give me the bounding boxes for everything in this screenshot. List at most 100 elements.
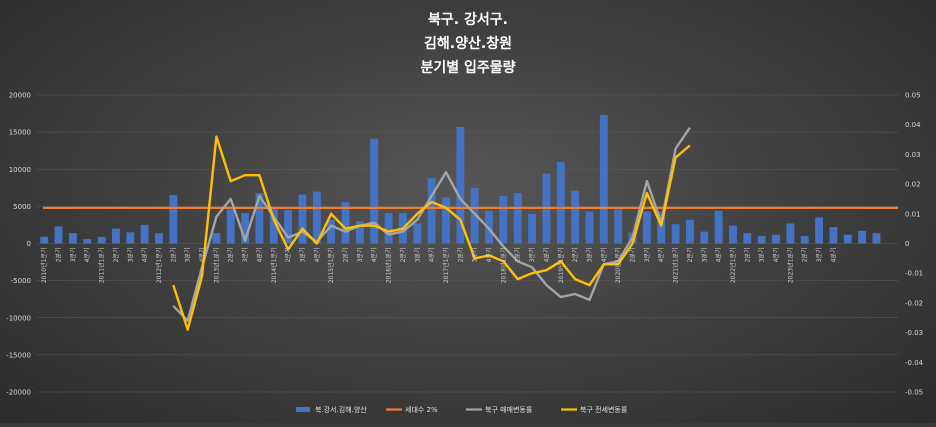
y-right-tick-label: 0	[905, 240, 909, 248]
x-tick-label: 2010년1분기	[40, 248, 48, 284]
x-tick-label: 2023년1분기	[786, 248, 794, 284]
bar	[212, 233, 221, 244]
y-right-tick-label: -0.05	[905, 389, 923, 397]
x-tick-label: 2분기	[227, 248, 235, 263]
bar	[729, 225, 737, 244]
x-tick-label: 2분기	[743, 248, 751, 263]
bar	[97, 236, 106, 244]
bar	[83, 239, 92, 244]
bar	[126, 232, 135, 244]
bar	[499, 195, 508, 244]
x-tick-label: 3분기	[413, 248, 421, 263]
y-axis-right: 0.05 0.04 0.03 0.02 0.01 0 -0.01 -0.02 -0.03 -0.0…	[905, 92, 924, 397]
chart-title-line: 김해.양산.창원	[424, 35, 512, 52]
x-tick-label: 3분기	[585, 248, 593, 263]
bar	[341, 201, 350, 244]
bar-series	[40, 115, 881, 244]
y-right-tick-label: -0.04	[905, 359, 924, 367]
bar	[815, 217, 824, 244]
x-tick-label: 2022년1분기	[729, 248, 737, 284]
bar	[786, 223, 795, 244]
x-tick-label: 4분기	[772, 248, 780, 263]
bar	[241, 213, 250, 244]
bar	[312, 191, 321, 244]
bar	[843, 234, 852, 244]
x-tick-label: 4분기	[542, 248, 550, 263]
y-right-tick-label: 0.04	[905, 121, 921, 129]
bar	[456, 126, 465, 244]
bar	[657, 211, 666, 244]
bar	[226, 209, 235, 244]
y-right-tick-label: 0.03	[905, 151, 921, 159]
y-left-tick-label: -20000	[6, 389, 31, 397]
y-left-tick-label: 5000	[13, 203, 31, 211]
x-tick-label: 3분기	[815, 248, 823, 263]
bar	[40, 236, 49, 244]
x-tick-label: 3분기	[700, 248, 708, 263]
x-tick-label: 2분기	[571, 248, 579, 263]
x-tick-label: 2분기	[284, 248, 292, 263]
bar	[571, 190, 580, 244]
x-tick-label: 2021년1분기	[672, 248, 680, 284]
x-tick-label: 3분기	[298, 248, 306, 263]
bar	[513, 193, 522, 244]
y-left-tick-label: -15000	[6, 351, 31, 359]
x-tick-label: 4분기	[829, 248, 837, 263]
x-tick-label: 3분기	[241, 248, 249, 263]
bar	[111, 228, 120, 244]
bar	[757, 236, 766, 244]
x-tick-label: 4분기	[370, 248, 378, 263]
bar	[413, 223, 422, 244]
y-left-tick-label: 20000	[9, 92, 31, 100]
bar	[829, 227, 838, 244]
x-tick-label: 4분기	[198, 248, 206, 263]
bar	[700, 231, 709, 244]
x-tick-label: 2분기	[55, 248, 63, 263]
x-tick-label: 3분기	[643, 248, 651, 263]
x-tick-label: 2019년1분기	[557, 248, 565, 284]
x-tick-label: 4분기	[141, 248, 149, 263]
bar	[54, 226, 63, 244]
x-tick-label: 2분기	[169, 248, 177, 263]
bar	[384, 213, 393, 244]
x-tick-label: 2012년1분기	[155, 248, 163, 284]
chart-title-line: 분기별 입주물량	[420, 59, 515, 76]
bar	[442, 197, 450, 244]
legend-swatch	[296, 407, 310, 412]
x-tick-label: 4분기	[428, 248, 436, 263]
x-tick-label: 4분기	[657, 248, 665, 263]
x-tick-label: 4분기	[600, 248, 608, 263]
legend-label: 북구 매매변동률	[485, 406, 533, 414]
y-left-tick-label: -5000	[11, 277, 31, 285]
bar	[255, 193, 264, 244]
x-tick-label: 2분기	[686, 248, 694, 263]
bar	[298, 194, 307, 244]
bar	[470, 187, 479, 244]
y-axis-left: 20000 15000 10000 5000 0 -5000 -10000 -15000 -20…	[6, 92, 31, 397]
bar	[743, 233, 752, 244]
x-tick-label: 4분기	[255, 248, 263, 263]
legend: 북.강서.김해.양산 세대수 2% 북구 매매변동률 북구 전세변동률	[296, 405, 628, 414]
x-tick-label: 3분기	[471, 248, 479, 263]
y-right-tick-label: -0.02	[905, 299, 923, 307]
bar	[327, 219, 336, 244]
bar	[169, 195, 178, 244]
bar	[599, 115, 608, 244]
x-tick-label: 2013년1분기	[212, 248, 220, 284]
x-tick-label: 2분기	[342, 248, 350, 263]
x-tick-label: 2015년1분기	[327, 248, 335, 284]
x-tick-label: 4분기	[313, 248, 321, 263]
legend-label: 북.강서.김해.양산	[315, 405, 367, 414]
bar	[269, 208, 278, 244]
x-tick-label: 2011년1분기	[98, 248, 106, 284]
x-tick-label: 2분기	[514, 248, 522, 263]
x-tick-label: 4분기	[83, 248, 91, 263]
y-left-tick-label: 0	[27, 240, 31, 248]
x-tick-label: 3분기	[758, 248, 766, 263]
y-left-tick-label: 15000	[9, 129, 31, 137]
x-tick-label: 2016년1분기	[385, 248, 393, 284]
bar	[585, 211, 594, 244]
bar	[556, 161, 565, 244]
bar	[427, 178, 436, 244]
